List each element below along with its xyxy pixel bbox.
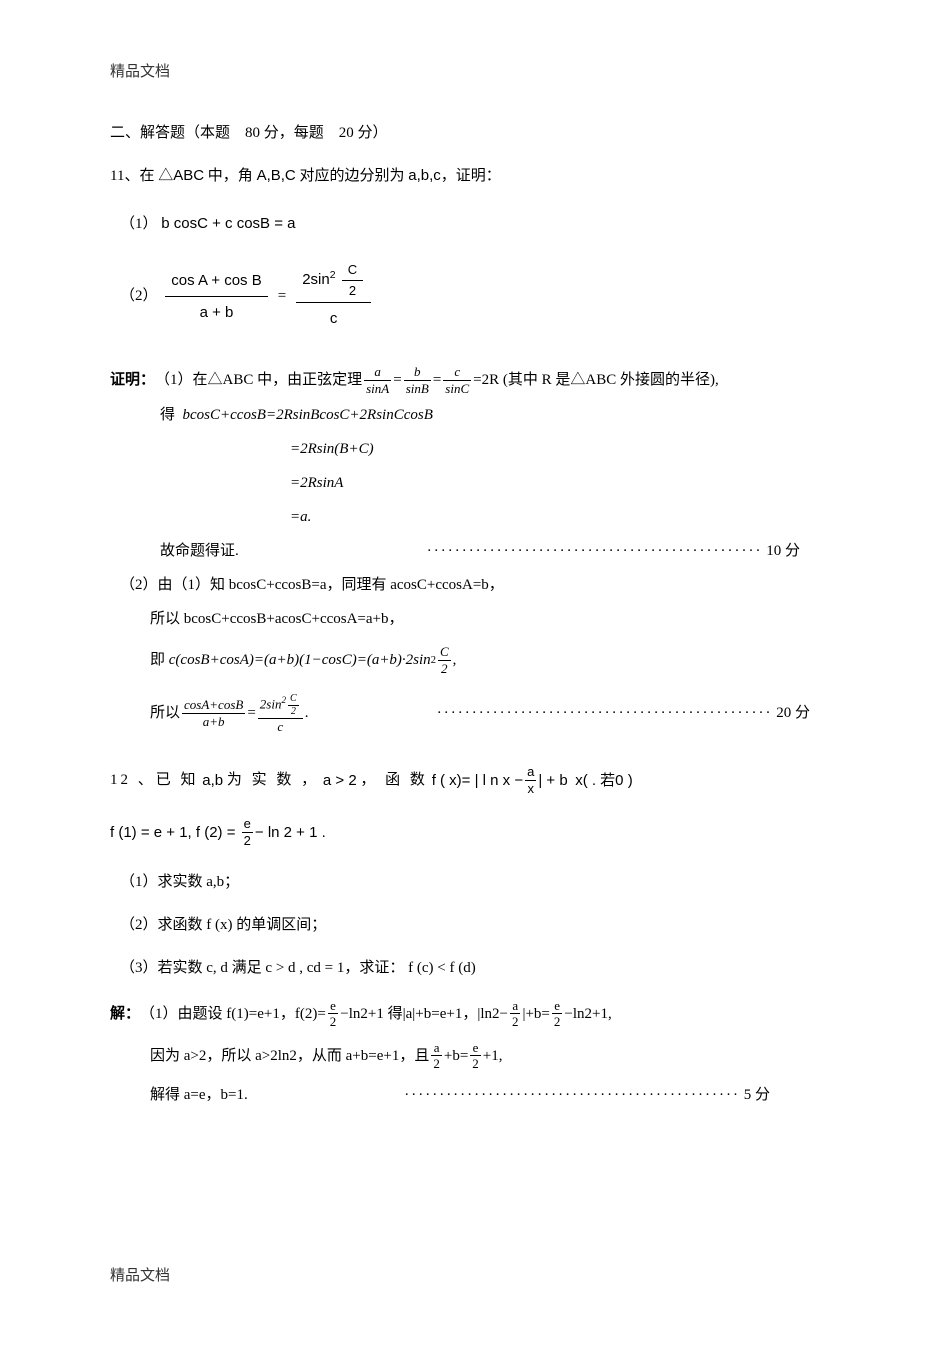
- proof1-line3: =2Rsin(B+C): [290, 434, 840, 464]
- p12-item3: （3）若实数 c, d 满足 c > d , cd = 1，求证： f (c) …: [120, 955, 840, 982]
- proof2-line3: 即 c(cosB+cosA)=(a+b)(1−cosC)=(a+b)·2sin2…: [150, 644, 840, 676]
- proof1-line1: 证明： （1）在△ABC 中，由正弦定理 asinA=bsinB=csinC =…: [110, 364, 840, 396]
- p11-item2: （2） cos A + cos B a + b = 2sin2 C 2 c: [120, 258, 840, 334]
- proof-label: 证明：: [110, 365, 155, 395]
- proof2-line1: （2）由（1）知 bcosC+ccosB=a，同理有 acosC+ccosA=b…: [120, 570, 840, 600]
- proof1-end: 故命题得证. ·································…: [160, 536, 800, 566]
- p12-sol1: 解： （1）由题设 f(1)=e+1，f(2)= e2 −ln2+1 得|a|+…: [110, 998, 840, 1030]
- p11-item2-rhs: 2sin2 C 2 c: [296, 258, 371, 334]
- header-watermark: 精品文档: [110, 60, 840, 81]
- p11-item2-lhs-num: cos A + cos B: [165, 265, 267, 297]
- p11-item2-lhs: cos A + cos B a + b: [165, 265, 267, 328]
- proof2-line4: 所以 cosA+cosBa+b=2sin2C2c. ··············…: [150, 693, 810, 735]
- p12-stem-a: 12 、已 知: [110, 767, 199, 794]
- p12-stem-f: f ( x)= | l n x −: [432, 767, 523, 794]
- p12-sol2: 因为 a>2，所以 a>2ln2，从而 a+b=e+1，且 a2 +b= e2 …: [150, 1040, 840, 1072]
- p11-stem-text: 11、在 △ABC 中，角 A,B,C 对应的边分别为 a,b,c，证明：: [110, 168, 501, 184]
- footer-watermark: 精品文档: [110, 1264, 170, 1285]
- p11-item1: （1） b cosC + c cosB = a: [120, 210, 840, 238]
- p11-item1-eq: b cosC + c cosB = a: [161, 215, 295, 232]
- proof1-b: =2R (其中 R 是△ABC 外接圆的半径),: [473, 365, 719, 395]
- proof1-a: （1）在△ABC 中，由正弦定理: [155, 365, 362, 395]
- problem-12: 12 、已 知 a,b 为 实 数 ， a > 2 ， 函 数 f ( x)= …: [110, 764, 840, 1110]
- p12-stem: 12 、已 知 a,b 为 实 数 ， a > 2 ， 函 数 f ( x)= …: [110, 764, 840, 796]
- proof1-line2: 得 bcosC+ccosB=2RsinBcosC+2RsinCcosB: [160, 400, 840, 430]
- p12-item1: （1）求实数 a,b；: [120, 869, 840, 896]
- eq-sign: =: [278, 283, 286, 310]
- proof1-line5: =a.: [290, 502, 840, 532]
- proof-block: 证明： （1）在△ABC 中，由正弦定理 asinA=bsinB=csinC =…: [110, 364, 840, 734]
- p11-item2-rhs-num: 2sin2 C 2: [296, 258, 371, 303]
- p11-stem: 11、在 △ABC 中，角 A,B,C 对应的边分别为 a,b,c，证明：: [110, 162, 840, 190]
- proof1-line4: =2RsinA: [290, 468, 840, 498]
- p12-stem-b: a,b: [202, 767, 223, 794]
- p11-item2-rhs-den: c: [324, 303, 344, 334]
- p11-item1-label: （1）: [120, 216, 158, 232]
- p12-item2: （2）求函数 f (x) 的单调区间；: [120, 912, 840, 939]
- section-title: 二、解答题（本题 80 分，每题 20 分）: [110, 121, 840, 142]
- p12-stem-c: 为 实 数 ，: [227, 767, 319, 794]
- p12-stem-d: a > 2: [323, 767, 357, 794]
- p12-stem-e: ， 函 数: [360, 767, 428, 794]
- p12-stem-g: | + b: [538, 767, 567, 794]
- p11-item2-lhs-den: a + b: [194, 297, 240, 328]
- proof2-line2: 所以 bcosC+ccosB+acosC+ccosA=a+b，: [150, 604, 840, 634]
- sol-label: 解：: [110, 999, 140, 1029]
- p12-stem-h: x( . 若0 ): [575, 767, 633, 794]
- p12-sol3: 解得 a=e，b=1. ····························…: [150, 1080, 770, 1110]
- p12-fvals: f (1) = e + 1, f (2) = e2 − ln 2 + 1 .: [110, 816, 840, 848]
- p11-item2-label: （2）: [120, 283, 158, 310]
